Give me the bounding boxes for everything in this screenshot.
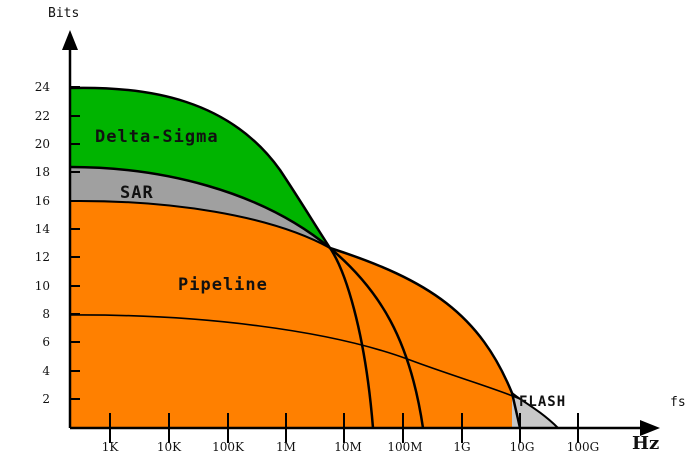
sar-region: [70, 167, 330, 248]
x-tick-label-1g: 1G: [453, 440, 470, 454]
flash-boundary-curve: [511, 392, 559, 429]
x-axis-unit-hz-label: Hz: [632, 433, 659, 454]
x-tick-label-1k: 1K: [102, 440, 120, 454]
y-tick-label-6: 6: [42, 335, 50, 349]
x-tick-label-100m: 100M: [387, 440, 422, 454]
pipeline-region: [70, 200, 512, 428]
x-tick-label-100g: 100G: [567, 440, 600, 454]
y-ticks: [70, 86, 80, 400]
x-tick-label-10k: 10K: [157, 440, 182, 454]
y-tick-label-24: 24: [35, 80, 51, 94]
flash-label: FLASH: [519, 394, 566, 410]
reference-8bit-curve: [69, 314, 521, 400]
y-tick-label-16: 16: [35, 194, 50, 208]
pipeline-upper-curve: [69, 199, 331, 249]
y-tick-label-2: 2: [42, 392, 50, 406]
y-axis-arrow: [62, 30, 78, 50]
y-tick-label-8: 8: [42, 307, 50, 321]
y-axis-unit-label: Bits: [48, 6, 79, 21]
x-tick-label-100k: 100K: [212, 440, 245, 454]
x-tick-label-1m: 1M: [276, 440, 296, 454]
delta-sigma-label: Delta-Sigma: [95, 127, 219, 147]
pipeline-label: Pipeline: [178, 275, 268, 295]
x-axis-unit-fs-label: fs: [670, 395, 686, 410]
sar-label: SAR: [120, 183, 154, 203]
y-tick-label-14: 14: [35, 222, 51, 236]
y-tick-label-20: 20: [35, 137, 50, 151]
delta-sigma-curve: [69, 86, 375, 429]
y-tick-label-12: 12: [35, 250, 50, 264]
y-tick-label-10: 10: [35, 279, 50, 293]
y-tick-label-4: 4: [42, 364, 50, 378]
x-ticks: [109, 413, 579, 443]
y-tick-label-22: 22: [35, 109, 50, 123]
x-tick-label-10m: 10M: [334, 440, 362, 454]
x-tick-label-10g: 10G: [510, 440, 535, 454]
x-axis-arrow: [640, 420, 660, 436]
y-tick-label-18: 18: [35, 165, 50, 179]
delta-sigma-region: [70, 87, 330, 248]
pipeline-boundary-curve: [329, 246, 522, 429]
